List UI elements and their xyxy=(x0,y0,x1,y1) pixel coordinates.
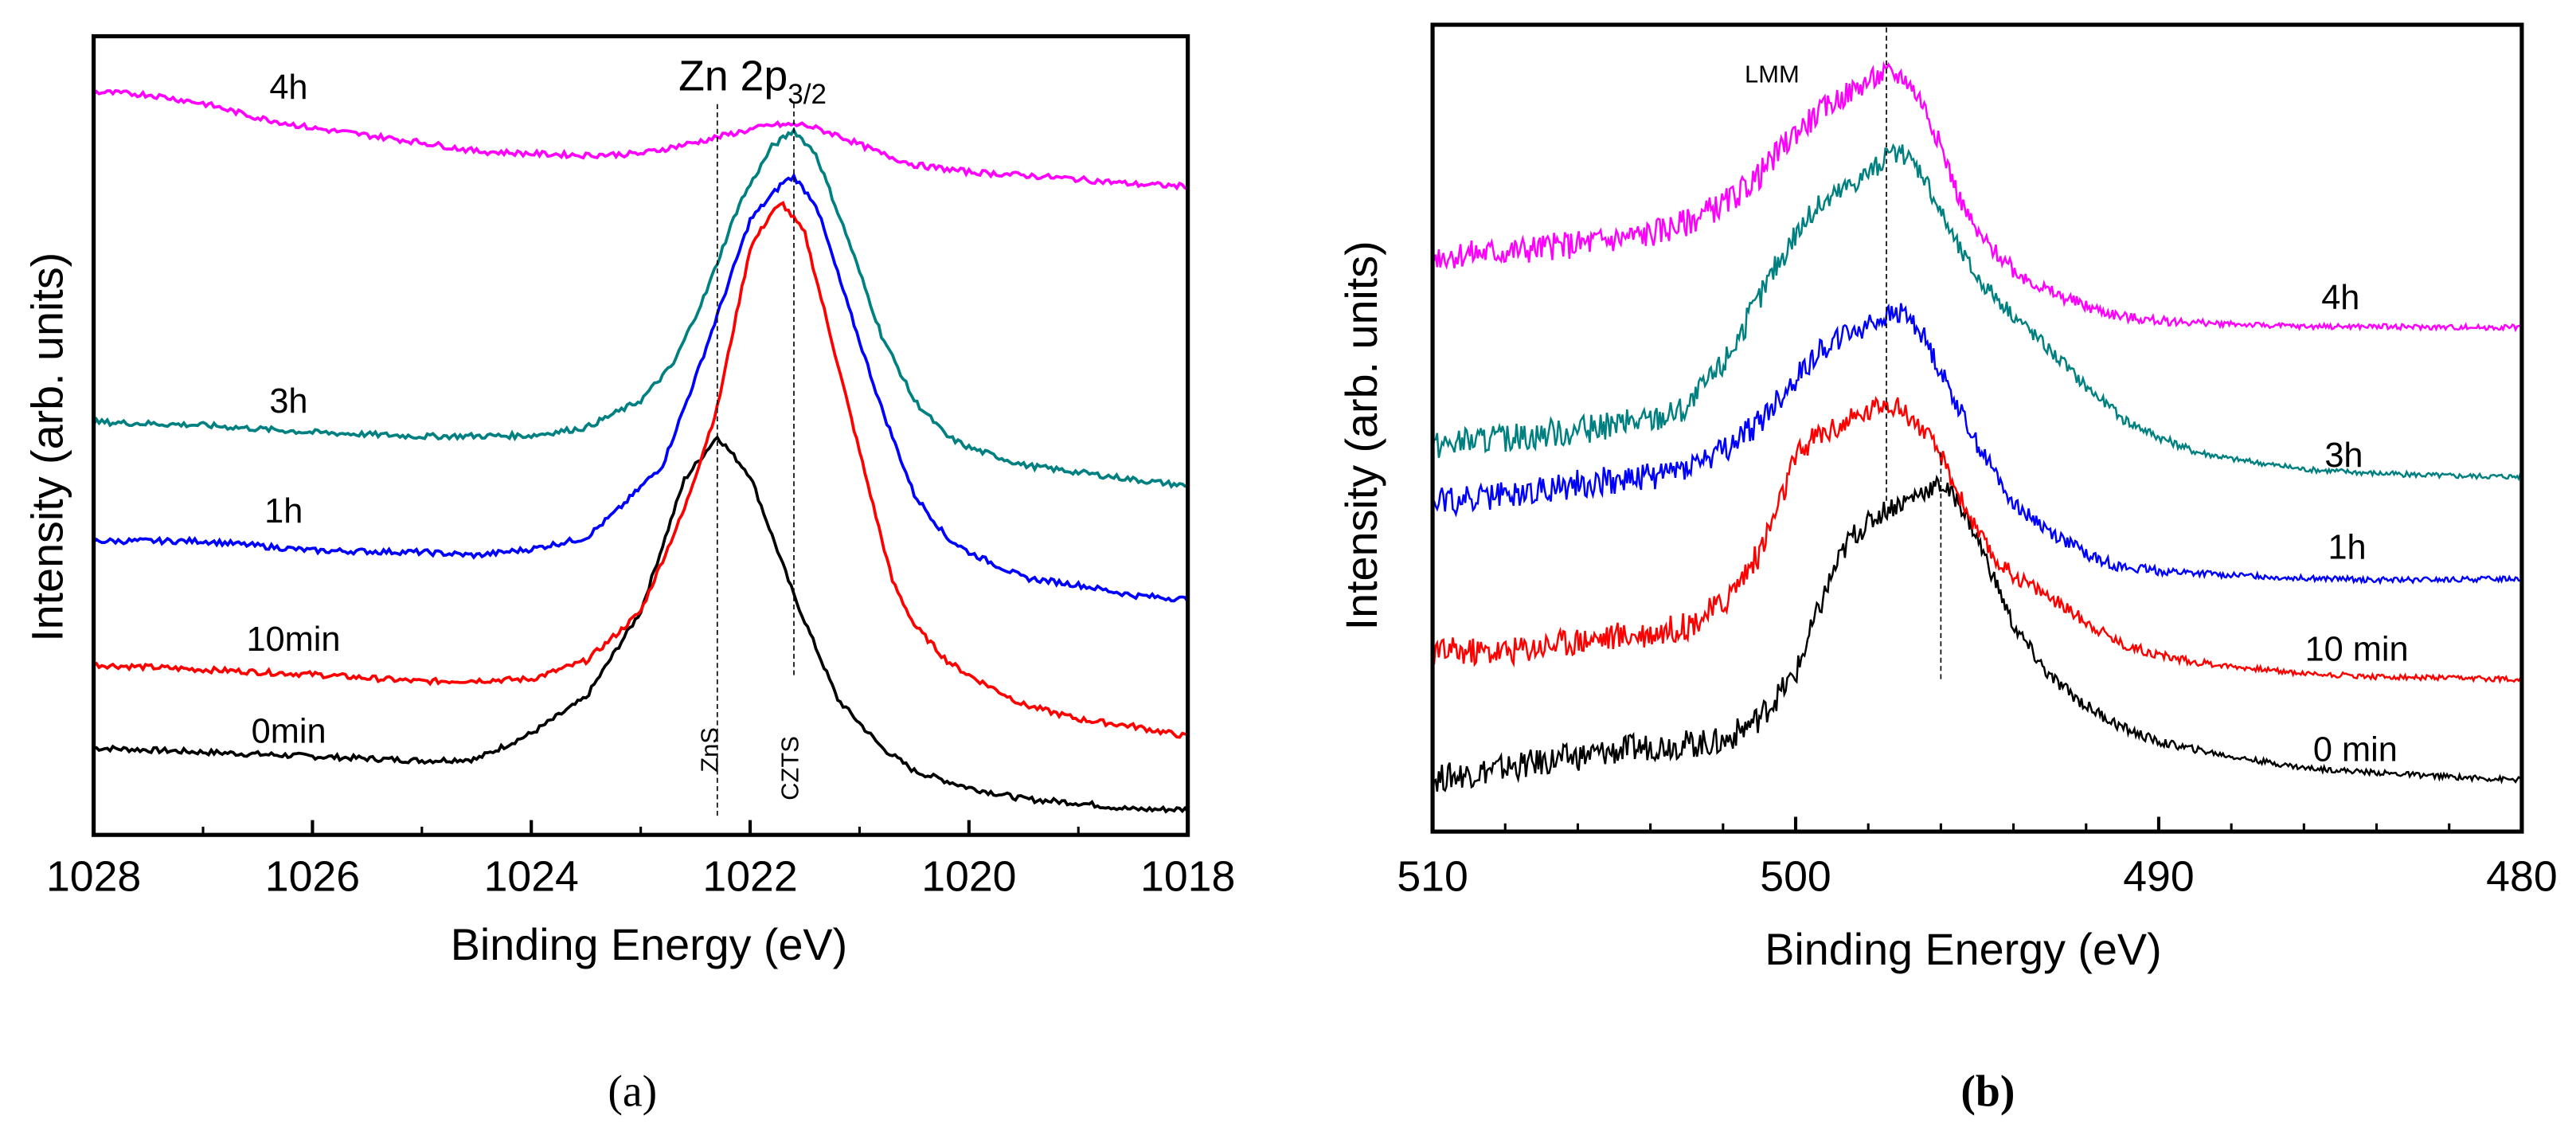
annotation-czts: CZTS xyxy=(776,736,804,800)
panel-a-series xyxy=(92,88,1190,814)
x-tick-label: 500 xyxy=(1760,852,1831,900)
panel-b-label: (b) xyxy=(1960,1067,2015,1117)
series-label-1h: 1h xyxy=(264,492,303,530)
x-tick-label: 1024 xyxy=(484,852,579,900)
series-label-4h: 4h xyxy=(2321,279,2359,317)
series-line-3h xyxy=(1431,143,2523,482)
x-tick-label: 1020 xyxy=(921,852,1016,900)
x-tick-label: 1028 xyxy=(46,852,141,900)
series-line-10min xyxy=(92,201,1189,739)
panel-a-x-axis-label: Binding Energy (eV) xyxy=(451,920,847,969)
panel-b-plot-frame xyxy=(1430,22,2524,834)
series-label-4h: 4h xyxy=(269,68,307,107)
panel-b-x-ticks: 510 500 490 480 xyxy=(1397,816,2558,900)
series-line-10min xyxy=(1431,396,2523,684)
x-tick-label: 480 xyxy=(2486,852,2557,900)
panel-b-x-axis-label: Binding Energy (eV) xyxy=(1765,925,2161,974)
series-label-0min: 0 min xyxy=(2313,730,2398,769)
series-line-1h xyxy=(92,172,1190,603)
series-line-1h xyxy=(1431,303,2523,585)
panel-b-y-axis-label: Intensity (arb. units) xyxy=(1337,241,1386,630)
x-tick-label: 1026 xyxy=(265,852,360,900)
annotation-lmm: LMM xyxy=(1745,60,1800,88)
panel-a-x-ticks: 1028 1026 1024 1022 1020 1018 xyxy=(46,820,1235,900)
series-label-10min: 10 min xyxy=(2305,631,2409,669)
annotation-zns: ZnS xyxy=(696,727,724,773)
x-tick-label: 1022 xyxy=(702,852,797,900)
panel-a-title: Zn 2p3/2 xyxy=(678,53,827,111)
panel-b-series xyxy=(1431,61,2523,793)
series-label-3h: 3h xyxy=(269,382,307,421)
series-line-3h xyxy=(92,127,1189,489)
series-line-4h xyxy=(1431,61,2523,333)
series-line-4h xyxy=(92,88,1189,191)
series-label-1h: 1h xyxy=(2328,529,2366,567)
x-tick-label: 1018 xyxy=(1140,852,1235,900)
panel-b-lmm-chart: 510 500 490 480 LMM 4h 3h 1h 10 min 0 min B… xyxy=(1337,22,2558,1117)
panel-a-y-axis-label: Intensity (arb. units) xyxy=(22,252,72,642)
panel-a-reference-lines xyxy=(716,101,795,816)
series-label-10min: 10min xyxy=(246,620,340,659)
series-label-3h: 3h xyxy=(2324,436,2363,475)
panel-a-label: (a) xyxy=(608,1067,657,1117)
x-tick-label: 510 xyxy=(1397,852,1468,900)
panel-b-reference-lines xyxy=(1886,25,1942,679)
panel-a-zn2p-chart: 1028 1026 1024 1022 1020 1018 Zn 2p3/2 4h 3h … xyxy=(22,33,1235,1117)
series-label-0min: 0min xyxy=(252,713,326,751)
x-tick-label: 490 xyxy=(2123,852,2194,900)
